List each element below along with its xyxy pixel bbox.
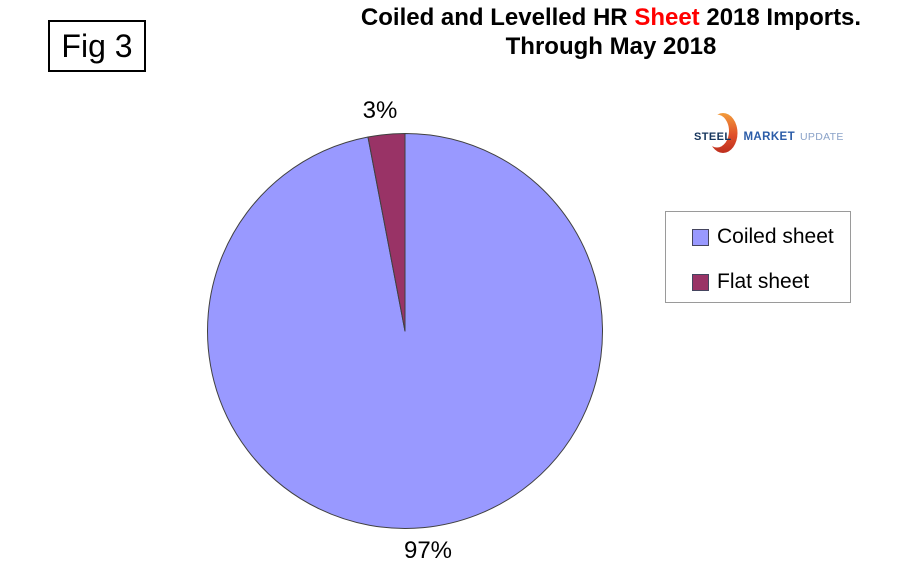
logo-text: STEEL MARKET UPDATE bbox=[694, 131, 844, 143]
legend: Coiled sheet Flat sheet bbox=[665, 211, 851, 303]
chart-title-line1: Coiled and Levelled HR Sheet 2018 Import… bbox=[311, 3, 910, 32]
title-part: Coiled and Levelled HR bbox=[360, 4, 635, 31]
slice-label-flat-sheet: 3% bbox=[362, 97, 398, 124]
legend-label-coiled-sheet: Coiled sheet bbox=[717, 225, 834, 248]
logo-word-market: MARKET bbox=[743, 131, 796, 143]
pie-chart bbox=[207, 133, 603, 529]
legend-item-coiled-sheet: Coiled sheet bbox=[692, 225, 850, 249]
legend-label-flat-sheet: Flat sheet bbox=[717, 270, 810, 293]
pie-slice-flat-sheet bbox=[367, 133, 406, 332]
steel-market-update-logo: STEEL MARKET UPDATE bbox=[690, 110, 843, 158]
title-part: 2018 Imports. bbox=[699, 4, 862, 31]
crescent-icon bbox=[708, 113, 738, 153]
figure-label-box: Fig 3 bbox=[48, 20, 146, 72]
legend-swatch-coiled-sheet bbox=[692, 228, 709, 246]
title-part: Sheet bbox=[634, 4, 700, 31]
logo-word-steel: STEEL bbox=[694, 131, 732, 143]
chart-title-line2: Through May 2018 bbox=[505, 33, 717, 60]
slice-label-coiled-sheet: 97% bbox=[403, 537, 453, 564]
chart-title: Coiled and Levelled HR Sheet 2018 Import… bbox=[311, 3, 910, 61]
figure-label: Fig 3 bbox=[61, 27, 133, 64]
legend-swatch-flat-sheet bbox=[692, 273, 709, 291]
logo-word-update: UPDATE bbox=[800, 131, 844, 143]
legend-item-flat-sheet: Flat sheet bbox=[692, 270, 850, 294]
